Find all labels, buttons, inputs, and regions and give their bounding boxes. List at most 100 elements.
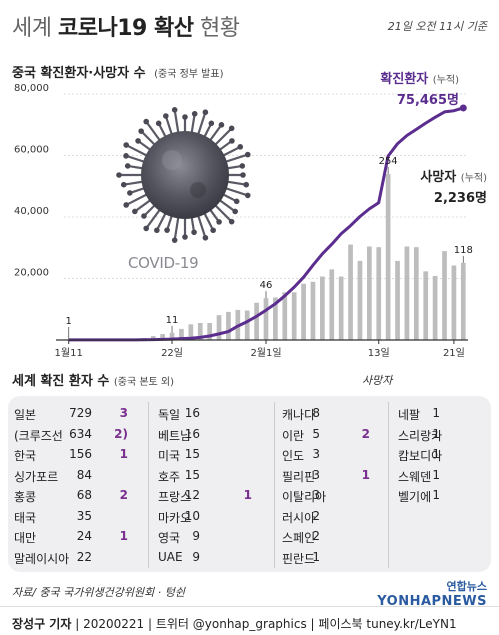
country-name: 홍콩 bbox=[14, 488, 36, 505]
confirmed-count: 1 bbox=[400, 488, 440, 502]
y-tick-label: 60,000 bbox=[14, 145, 49, 156]
death-count: 2 bbox=[114, 488, 128, 502]
confirmed-count: 3 bbox=[280, 468, 320, 482]
x-tick-label: 22일 bbox=[161, 347, 183, 359]
legend-deaths: 사망자 (누적) 2,236명 bbox=[420, 166, 487, 206]
virus-spike-tip bbox=[143, 119, 149, 125]
death-count: 1 bbox=[238, 488, 252, 502]
virus-spike-tip bbox=[143, 226, 149, 232]
virus-spike-tip bbox=[135, 138, 141, 144]
death-bar bbox=[329, 269, 334, 340]
death-bar bbox=[282, 292, 287, 340]
confirmed-count: 9 bbox=[160, 529, 200, 543]
confirmed-count: 2 bbox=[280, 509, 320, 523]
virus-spike-tip bbox=[123, 153, 129, 159]
country-name: 태국 bbox=[14, 509, 36, 526]
datetime-label: 21일 오전 11시 기준 bbox=[388, 18, 487, 34]
y-tick-label: 40,000 bbox=[14, 206, 49, 217]
virus-spike-tip bbox=[141, 213, 147, 219]
death-bar bbox=[386, 174, 391, 340]
confirmed-count: 634 bbox=[52, 427, 92, 441]
virus-spike-tip bbox=[172, 107, 178, 113]
death-count: 2) bbox=[114, 427, 128, 441]
confirmed-count: 15 bbox=[160, 447, 200, 461]
virus-spike-tip bbox=[138, 128, 144, 134]
confirmed-count: 1 bbox=[280, 550, 320, 564]
death-bar bbox=[226, 312, 231, 340]
table-title: 세계 확진 환자 수 (중국 본토 외) bbox=[12, 370, 174, 389]
virus-spike-tip bbox=[172, 237, 178, 243]
death-count: 1 bbox=[114, 529, 128, 543]
confirmed-count: 22 bbox=[52, 550, 92, 564]
footer-twitter[interactable]: 트위터 @yonhap_graphics bbox=[156, 617, 307, 631]
virus-spike-tip bbox=[209, 121, 215, 127]
death-bar bbox=[348, 245, 353, 340]
death-bar bbox=[414, 247, 419, 340]
virus-spike-tip bbox=[245, 193, 251, 199]
virus-spike-tip bbox=[229, 219, 235, 225]
confirmed-count: 84 bbox=[52, 468, 92, 482]
confirmed-count: 68 bbox=[52, 488, 92, 502]
confirmed-count: 156 bbox=[52, 447, 92, 461]
virus-spike-tip bbox=[164, 227, 170, 233]
death-bar bbox=[320, 277, 325, 340]
virus-spike-tip bbox=[156, 121, 162, 127]
confirmed-count: 16 bbox=[160, 406, 200, 420]
virus-spike-tip bbox=[237, 144, 243, 150]
confirmed-count: 3 bbox=[280, 447, 320, 461]
yonhap-logo: 연합뉴스 YONHAPNEWS bbox=[377, 578, 487, 609]
x-tick-label: 2월1일 bbox=[250, 347, 281, 359]
chart-title: 중국 확진환자·사망자 수 (중국 정부 발표) bbox=[12, 62, 224, 81]
death-bar bbox=[376, 247, 381, 340]
confirmed-count: 1 bbox=[400, 406, 440, 420]
death-bar bbox=[292, 292, 297, 340]
virus-spike-tip bbox=[203, 109, 209, 115]
death-bar bbox=[245, 311, 250, 340]
page-title: 세계 코로나19 확산 현황 bbox=[12, 10, 239, 42]
confirmed-end-point bbox=[460, 104, 467, 111]
y-tick-label: 20,000 bbox=[14, 268, 49, 279]
virus-icon bbox=[110, 100, 260, 250]
footer-author: 장성구 기자 bbox=[12, 617, 71, 631]
footer: 장성구 기자 | 20200221 | 트위터 @yonhap_graphics… bbox=[0, 606, 499, 635]
annotation-label: 46 bbox=[260, 280, 273, 291]
virus-spike-tip bbox=[163, 113, 169, 119]
death-count: 2 bbox=[356, 427, 370, 441]
death-bar bbox=[311, 282, 316, 340]
death-bar bbox=[433, 276, 438, 340]
confirmed-count: 1 bbox=[400, 427, 440, 441]
virus-spike-tip bbox=[116, 172, 122, 178]
death-bar bbox=[254, 303, 259, 340]
virus-spike-tip bbox=[132, 209, 138, 215]
death-bar bbox=[301, 284, 306, 340]
footer-facebook[interactable]: 페이스북 tuney.kr/LeYN1 bbox=[318, 617, 456, 631]
virus-spike-tip bbox=[123, 142, 129, 148]
annotation-label: 254 bbox=[379, 156, 398, 167]
virus-spike-tip bbox=[123, 202, 129, 208]
death-bar bbox=[395, 261, 400, 340]
confirmed-count: 10 bbox=[160, 509, 200, 523]
confirmed-count: 2 bbox=[280, 529, 320, 543]
death-bar bbox=[367, 247, 372, 341]
confirmed-count: 1 bbox=[400, 447, 440, 461]
country-name: 일본 bbox=[14, 406, 36, 423]
footer-date: 20200221 bbox=[83, 617, 144, 631]
death-bar bbox=[442, 251, 447, 340]
death-bar bbox=[217, 315, 222, 340]
legend-confirmed: 확진환자 (누적) 75,465명 bbox=[380, 68, 459, 108]
virus-spike-tip bbox=[125, 163, 131, 169]
confirmed-count: 24 bbox=[52, 529, 92, 543]
title-main: 코로나19 확산 bbox=[58, 16, 193, 41]
annotation-label: 118 bbox=[454, 245, 473, 256]
death-bar bbox=[264, 298, 269, 340]
title-prefix: 세계 bbox=[12, 16, 51, 41]
death-bar bbox=[358, 261, 363, 340]
virus-label: COVID-19 bbox=[128, 254, 198, 272]
confirmed-count: 35 bbox=[52, 509, 92, 523]
virus-spike-tip bbox=[243, 182, 249, 188]
x-tick-label: 21일 bbox=[443, 347, 465, 359]
table-title-text: 세계 확진 환자 수 bbox=[12, 374, 109, 389]
death-count: 1 bbox=[356, 468, 370, 482]
virus-spike-tip bbox=[127, 190, 133, 196]
confirmed-count: 8 bbox=[280, 406, 320, 420]
